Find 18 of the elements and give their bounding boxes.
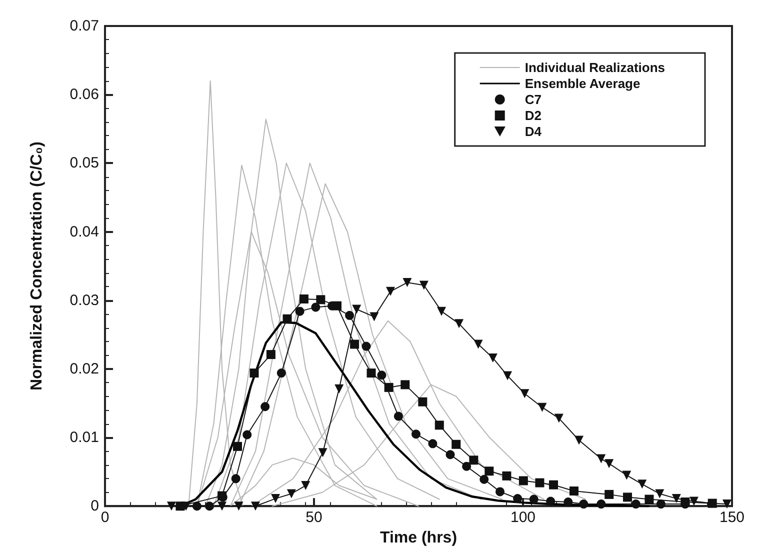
y-tick-label: 0.06: [70, 86, 99, 104]
y-tick-label: 0.07: [70, 18, 99, 34]
x-tick-label: 50: [306, 509, 322, 526]
y-tick-label: 0.02: [70, 360, 99, 378]
legend-label: C7: [524, 92, 542, 107]
x-tick-label: 100: [510, 509, 536, 526]
x-tick-label: 150: [719, 509, 745, 526]
legend-label: Ensemble Average: [524, 76, 640, 91]
legend-label: D2: [524, 108, 542, 123]
y-tick-label: 0.04: [70, 223, 99, 240]
x-axis-title: Time (hrs): [380, 530, 458, 546]
y-axis-title: Normalized Concentration (C/C₀): [28, 142, 46, 391]
y-tick-label: 0.03: [70, 292, 99, 309]
y-tick-label: 0: [90, 498, 99, 515]
y-tick-label: 0.01: [70, 429, 99, 446]
legend-label: Individual Realizations: [524, 60, 666, 75]
y-tick-label: 0.05: [70, 154, 99, 172]
legend-label: D4: [524, 124, 542, 139]
